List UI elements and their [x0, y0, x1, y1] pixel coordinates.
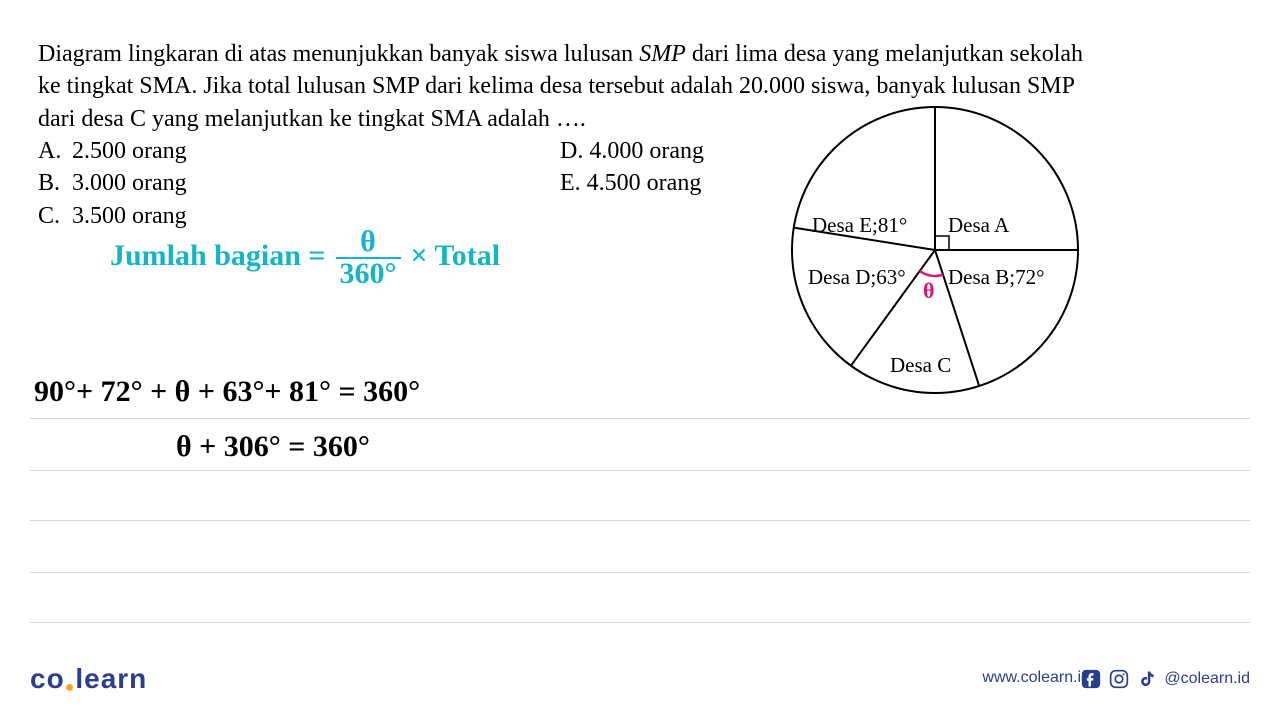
social-handle: @colearn.id [1164, 670, 1250, 688]
pie-label-desa-c: Desa C [890, 353, 951, 378]
tiktok-icon [1136, 668, 1158, 690]
work-line-2: θ + 306° = 360° [176, 430, 370, 464]
formula-prefix: Jumlah bagian = [110, 239, 326, 273]
ruled-line [30, 622, 1250, 623]
ruled-line [30, 470, 1250, 471]
facebook-icon [1080, 668, 1102, 690]
formula-den: 360° [336, 257, 401, 289]
problem-l2: ke tingkat SMA. Jika total lulusan SMP d… [38, 73, 1075, 99]
pie-label-desa-a: Desa A [948, 213, 1009, 238]
opt-e: 4.500 orang [587, 170, 702, 196]
pie-label-desa-b: Desa B;72° [948, 265, 1044, 290]
logo: co●learn [30, 663, 147, 695]
logo-co: co [30, 663, 65, 694]
instagram-icon [1108, 668, 1130, 690]
opt-a-letter: A. [38, 135, 66, 167]
formula: Jumlah bagian = θ 360° × Total [110, 225, 500, 287]
formula-fraction: θ 360° [336, 227, 401, 289]
website-url: www.colearn.id [982, 669, 1090, 687]
opt-d: 4.000 orang [589, 138, 704, 164]
pie-label-desa-e: Desa E;81° [812, 213, 907, 238]
opt-c-letter: C. [38, 200, 66, 232]
problem-l3: dari desa C yang melanjutkan ke tingkat … [38, 106, 586, 132]
problem-l1a: Diagram lingkaran di atas menunjukkan ba… [38, 41, 639, 67]
theta-annotation: θ [923, 278, 934, 304]
options-left: A. 2.500 orang B. 3.000 orang C. 3.500 o… [38, 135, 187, 232]
logo-dot: ● [65, 679, 76, 696]
opt-d-letter: D. [560, 138, 583, 164]
formula-suffix: × Total [411, 239, 501, 273]
ruled-line [30, 418, 1250, 419]
options-right: D. 4.000 orang E. 4.500 orang [560, 135, 704, 200]
formula-num: θ [356, 227, 380, 257]
footer: co●learn www.colearn.id @colearn.id [0, 655, 1280, 695]
opt-e-letter: E. [560, 170, 581, 196]
logo-learn: learn [75, 663, 147, 694]
problem-l1b: dari lima desa yang melanjutkan sekolah [686, 41, 1083, 67]
socials: @colearn.id [1080, 668, 1250, 690]
work-line-1: 90°+ 72° + θ + 63°+ 81° = 360° [34, 375, 420, 409]
ruled-line [30, 572, 1250, 573]
opt-b-letter: B. [38, 167, 66, 199]
opt-b: 3.000 orang [72, 167, 187, 199]
opt-a: 2.500 orang [72, 135, 187, 167]
smp-italic: SMP [639, 41, 686, 67]
pie-svg [790, 105, 1080, 395]
pie-label-desa-d: Desa D;63° [808, 265, 906, 290]
ruled-line [30, 520, 1250, 521]
pie-chart: Desa A Desa B;72° Desa C Desa D;63° Desa E;8… [790, 105, 1080, 395]
